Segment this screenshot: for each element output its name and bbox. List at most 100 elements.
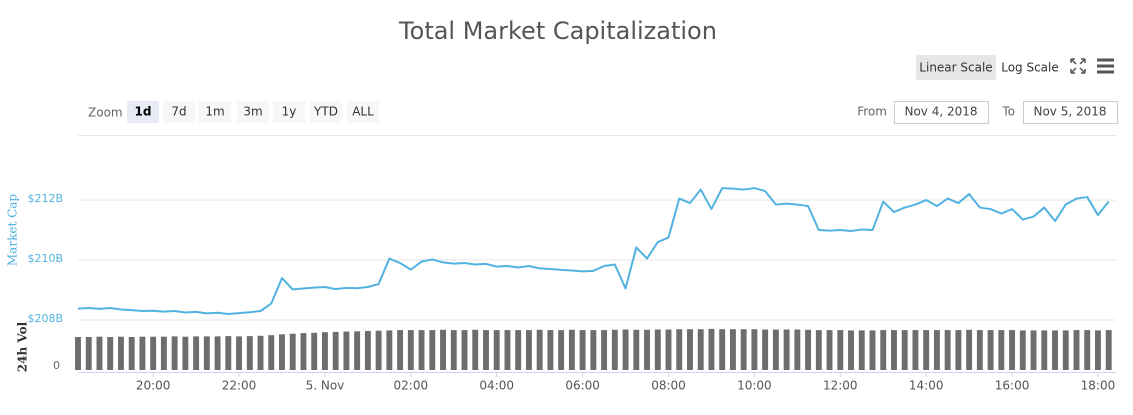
- volume-bar: [407, 330, 414, 370]
- volume-bar: [719, 329, 726, 370]
- volume-bar: [375, 330, 382, 370]
- volume-bar: [1062, 330, 1069, 370]
- volume-bar: [568, 329, 575, 370]
- volume-bar: [891, 330, 897, 370]
- volume-bar: [955, 330, 962, 370]
- volume-bar: [933, 330, 940, 370]
- scale-button-bg[interactable]: [916, 55, 996, 80]
- x-tick-label: 22:00: [222, 379, 257, 393]
- volume-bar: [1073, 330, 1080, 370]
- volume-bar: [1084, 330, 1091, 370]
- x-tick-label: 14:00: [909, 379, 944, 393]
- volume-bar: [75, 337, 81, 370]
- volume-bar: [1052, 330, 1058, 370]
- volume-bar: [826, 330, 833, 370]
- volume-bar: [901, 330, 908, 370]
- y-axis-title: Market Cap: [6, 194, 20, 267]
- volume-bar: [96, 336, 103, 370]
- volume-bar: [815, 330, 822, 370]
- volume-bar: [85, 337, 92, 370]
- volume-bar: [440, 329, 446, 370]
- zoom-button-bg[interactable]: [273, 101, 305, 123]
- from-value[interactable]: Nov 4, 2018: [904, 105, 977, 119]
- from-input[interactable]: [894, 101, 989, 124]
- volume-bar: [536, 329, 543, 370]
- volume-bar: [805, 329, 812, 370]
- volume-bar: [665, 329, 672, 370]
- volume-bar: [128, 337, 135, 370]
- volume-bar: [1030, 330, 1037, 370]
- menu-icon[interactable]: [1097, 58, 1114, 74]
- volume-bar: [1105, 330, 1112, 370]
- zoom-button-bg[interactable]: [347, 101, 379, 123]
- zoom-button[interactable]: 1m: [205, 105, 224, 119]
- volume-bar: [472, 329, 479, 370]
- volume-bar: [687, 329, 693, 370]
- volume-bar: [504, 330, 511, 370]
- volume-bar: [547, 330, 554, 370]
- volume-bar: [150, 336, 157, 370]
- volume-bar: [418, 330, 425, 370]
- volume-bar: [740, 329, 747, 370]
- x-tick-label: 5. Nov: [306, 379, 345, 393]
- volume-bar: [461, 330, 468, 370]
- volume-bar: [998, 330, 1005, 370]
- volume-bar: [117, 336, 124, 370]
- x-tick-label: 18:00: [1081, 379, 1116, 393]
- volume-bar: [1095, 330, 1101, 370]
- volume-bar: [644, 329, 650, 370]
- volume-bar: [203, 336, 210, 370]
- zoom-button[interactable]: 1y: [282, 105, 297, 119]
- zoom-label: Zoom: [88, 106, 123, 120]
- volume-bar: [397, 330, 404, 370]
- volume-bar: [525, 330, 532, 370]
- zoom-button-bg[interactable]: [310, 101, 342, 123]
- x-tick-label: 12:00: [823, 379, 858, 393]
- volume-bar: [1019, 330, 1026, 370]
- volume-bar: [837, 330, 844, 370]
- volume-bar: [289, 333, 296, 370]
- x-tick-label: 08:00: [651, 379, 686, 393]
- y-tick-label: $210B: [27, 252, 63, 265]
- x-tick-label: 02:00: [394, 379, 429, 393]
- volume-bar: [633, 329, 640, 370]
- volume-bar: [912, 330, 919, 370]
- volume-bar: [257, 335, 264, 370]
- zoom-button-bg[interactable]: [237, 101, 269, 123]
- volume-bar: [268, 335, 275, 370]
- volume-bar: [311, 332, 318, 370]
- to-input[interactable]: [1023, 101, 1118, 124]
- volume-bar: [139, 336, 146, 370]
- scale-button[interactable]: Log Scale: [1001, 61, 1059, 75]
- zoom-button-bg[interactable]: [199, 101, 231, 123]
- volume-bar: [483, 330, 489, 370]
- volume-bar: [848, 330, 854, 370]
- volume-bar: [676, 329, 683, 370]
- volume-bar: [182, 336, 189, 370]
- zoom-button[interactable]: 7d: [171, 105, 186, 119]
- zoom-button-bg[interactable]: [163, 101, 195, 123]
- zoom-button[interactable]: ALL: [352, 105, 374, 119]
- y2-axis-title: 24h Vol: [16, 321, 30, 372]
- to-value[interactable]: Nov 5, 2018: [1033, 105, 1106, 119]
- zoom-button[interactable]: 3m: [243, 105, 262, 119]
- volume-bar: [246, 336, 253, 370]
- volume-bar: [1041, 330, 1048, 370]
- volume-bar: [558, 330, 565, 370]
- volume-bar: [364, 331, 371, 370]
- volume-bar: [869, 330, 876, 370]
- volume-bar: [622, 329, 629, 370]
- volume-bar: [429, 330, 436, 370]
- volume-bar: [236, 336, 242, 370]
- volume-bar: [601, 330, 608, 370]
- zoom-button-bg[interactable]: [127, 101, 159, 123]
- scale-button[interactable]: Linear Scale: [919, 61, 992, 75]
- volume-bar: [160, 336, 167, 370]
- volume-bar: [966, 329, 973, 370]
- fullscreen-icon[interactable]: [1070, 58, 1086, 74]
- zoom-button[interactable]: 1d: [135, 105, 152, 119]
- volume-bar: [193, 336, 200, 370]
- volume-bar: [579, 330, 586, 370]
- zoom-button[interactable]: YTD: [313, 105, 338, 119]
- volume-bar: [386, 330, 393, 370]
